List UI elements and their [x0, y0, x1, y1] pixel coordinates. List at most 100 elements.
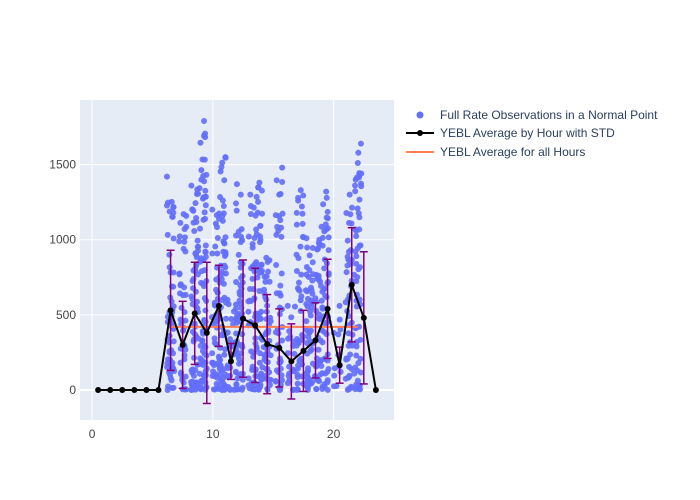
- scatter-point: [197, 139, 204, 146]
- scatter-point: [319, 304, 326, 311]
- scatter-point: [252, 212, 259, 219]
- scatter-point: [257, 236, 264, 243]
- scatter-point: [293, 268, 300, 275]
- scatter-point: [166, 208, 173, 215]
- scatter-point: [188, 293, 195, 300]
- scatter-point: [199, 337, 206, 344]
- average-point: [372, 386, 379, 393]
- scatter-point: [177, 219, 184, 226]
- scatter-point: [216, 210, 223, 217]
- scatter-point: [201, 283, 208, 290]
- scatter-point: [315, 346, 322, 353]
- average-point: [143, 386, 150, 393]
- scatter-point: [255, 198, 262, 205]
- scatter-point: [306, 266, 313, 273]
- scatter-point: [221, 346, 228, 353]
- scatter-point: [299, 331, 306, 338]
- y-tick-label: 500: [56, 308, 76, 322]
- scatter-point: [304, 295, 311, 302]
- scatter-point: [331, 372, 338, 379]
- scatter-point: [236, 297, 243, 304]
- scatter-point: [194, 243, 201, 250]
- scatter-point: [256, 287, 263, 294]
- scatter-point: [352, 182, 359, 189]
- scatter-point: [191, 227, 198, 234]
- scatter-point: [225, 301, 232, 308]
- average-point: [167, 307, 174, 314]
- scatter-point: [264, 329, 271, 336]
- scatter-point: [233, 207, 240, 214]
- scatter-point: [344, 253, 351, 260]
- scatter-point: [273, 177, 280, 184]
- scatter-point: [298, 203, 305, 210]
- scatter-point: [199, 377, 206, 384]
- scatter-point: [315, 272, 322, 279]
- scatter-point: [263, 296, 270, 303]
- scatter-point: [247, 211, 254, 218]
- scatter-point: [236, 360, 243, 367]
- scatter-point: [182, 291, 189, 298]
- scatter-point: [307, 284, 314, 291]
- scatter-point: [214, 224, 221, 231]
- scatter-point: [352, 188, 359, 195]
- scatter-point: [274, 223, 281, 230]
- average-point: [240, 315, 247, 322]
- average-point: [107, 386, 114, 393]
- scatter-point: [193, 214, 200, 221]
- scatter-point: [255, 385, 262, 392]
- scatter-point: [288, 314, 295, 321]
- scatter-point: [278, 233, 285, 240]
- scatter-point: [253, 259, 260, 266]
- scatter-point: [325, 270, 332, 277]
- scatter-point: [245, 382, 252, 389]
- scatter-point: [209, 250, 216, 257]
- scatter-point: [258, 187, 265, 194]
- legend-label-scatter: Full Rate Observations in a Normal Point: [440, 108, 658, 122]
- average-point: [324, 305, 331, 312]
- scatter-point: [313, 386, 320, 393]
- scatter-point: [346, 191, 353, 198]
- scatter-point: [279, 210, 286, 217]
- scatter-point: [176, 238, 183, 245]
- scatter-point: [202, 242, 209, 249]
- scatter-point: [352, 248, 359, 255]
- scatter-point: [202, 253, 209, 260]
- scatter-point: [261, 286, 268, 293]
- scatter-point: [267, 352, 274, 359]
- legend-item-overall[interactable]: YEBL Average for all Hours: [406, 145, 585, 159]
- scatter-point: [215, 353, 222, 360]
- scatter-point: [294, 335, 301, 342]
- scatter-point: [284, 380, 291, 387]
- scatter-point: [278, 270, 285, 277]
- scatter-point: [293, 221, 300, 228]
- scatter-point: [212, 318, 219, 325]
- scatter-point: [303, 235, 310, 242]
- scatter-point: [257, 222, 264, 229]
- scatter-point: [202, 202, 209, 209]
- scatter-point: [353, 278, 360, 285]
- scatter-point: [357, 355, 364, 362]
- scatter-point: [344, 262, 351, 269]
- scatter-point: [262, 353, 269, 360]
- scatter-point: [324, 215, 331, 222]
- hourly-average-line: [95, 281, 379, 393]
- scatter-point: [295, 279, 302, 286]
- scatter-point: [227, 386, 234, 393]
- scatter-point: [214, 289, 221, 296]
- scatter-point: [237, 292, 244, 299]
- scatter-point: [224, 329, 231, 336]
- scatter-point: [164, 363, 171, 370]
- scatter-point: [220, 210, 227, 217]
- legend-item-average[interactable]: YEBL Average by Hour with STD: [406, 126, 615, 140]
- y-tick-label: 1000: [49, 233, 76, 247]
- scatter-point: [249, 244, 256, 251]
- legend-item-scatter[interactable]: Full Rate Observations in a Normal Point: [416, 108, 659, 122]
- scatter-point: [217, 168, 224, 175]
- scatter-point: [170, 384, 177, 391]
- scatter-point: [293, 209, 300, 216]
- scatter-point: [285, 373, 292, 380]
- scatter-point: [322, 370, 329, 377]
- scatter-point: [333, 383, 340, 390]
- scatter-point: [345, 385, 352, 392]
